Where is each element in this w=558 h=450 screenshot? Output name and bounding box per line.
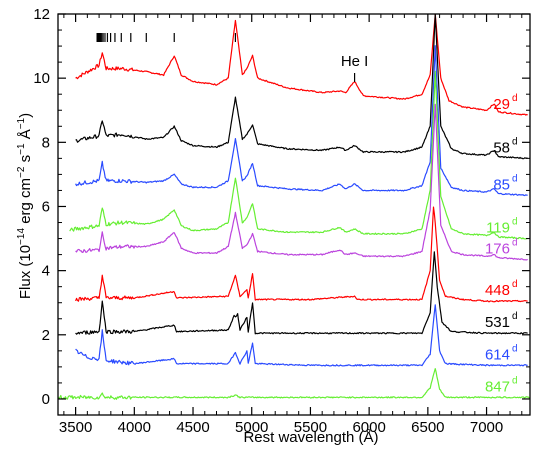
y-tick-label: 12 [33,6,50,23]
y-tick-label: 8 [42,134,50,151]
y-axis-title-part: s [17,155,34,167]
y-tick-label: 4 [42,263,50,280]
axis-ticks: 3500 4000 4500 5000 5500 6000 6500 7000 0 2 4 6 8 10 1… [33,6,530,436]
epoch-label-614: 614 [485,346,510,363]
spectrum-line-531d [75,251,528,335]
epoch-label-85: 85 [493,176,510,193]
epoch-label-29: 29 [493,96,510,113]
x-tick-label: 5000 [235,419,268,436]
y-tick-label: 10 [33,70,50,87]
epoch-label-847: 847 [485,378,510,395]
x-tick-label: 5500 [294,419,327,436]
y-axis-title: Flux (10−14 erg cm−2 s−1 Å−1) [16,113,34,299]
y-axis-title-part: Å [17,129,34,143]
epoch-label-sup: d [512,279,518,290]
y-tick-label: 6 [42,198,50,215]
y-tick-label: 0 [42,391,50,408]
spectrum-line-847d [57,368,531,400]
spectrum-line-614d [75,304,528,367]
he-i-annotation: He I [341,53,369,70]
epoch-label-448: 448 [485,282,510,299]
epoch-label-sup: d [512,237,518,248]
x-tick-label: 4500 [176,419,209,436]
spectrum-line-448d [75,206,528,303]
spectrum-line-29d [75,13,528,116]
epoch-label-176: 176 [485,240,510,257]
series-layer [57,13,531,400]
spectrum-line-176d [75,103,528,261]
epoch-label-sup: d [512,93,518,104]
plot-border [57,13,531,416]
x-axis-title: Rest wavelength (Å) [243,429,378,446]
x-tick-label: 7000 [470,419,503,436]
spectrum-line-119d [69,70,528,240]
epoch-label-sup: d [512,136,518,147]
epoch-label-sup: d [512,311,518,322]
y-axis-title-exp: −1 [16,143,27,155]
spectrum-line-85d [75,45,528,197]
y-axis-title-part: ) [17,113,34,118]
x-tick-label: 6000 [352,419,385,436]
x-tick-label: 3500 [59,419,92,436]
epoch-label-sup: d [512,173,518,184]
spectrum-line-58d [75,13,528,160]
x-tick-label: 4000 [118,419,151,436]
x-tick-label: 6500 [411,419,444,436]
epoch-label-sup: d [512,217,518,228]
y-tick-label: 2 [42,327,50,344]
y-axis-title-exp: −1 [16,117,27,129]
y-axis-title-part: erg cm [17,178,34,228]
plot-frame [57,13,531,416]
epoch-label-58: 58 [493,139,510,156]
epoch-label-sup: d [512,375,518,386]
y-axis-title-exp: −2 [16,166,27,178]
balmer-tick-marks [96,33,237,42]
y-axis-title-exp: −14 [16,228,27,245]
epoch-label-119: 119 [486,220,510,237]
epoch-label-sup: d [512,343,518,354]
epoch-label-531: 531 [485,314,510,331]
y-axis-title-part: Flux (10 [17,245,34,299]
